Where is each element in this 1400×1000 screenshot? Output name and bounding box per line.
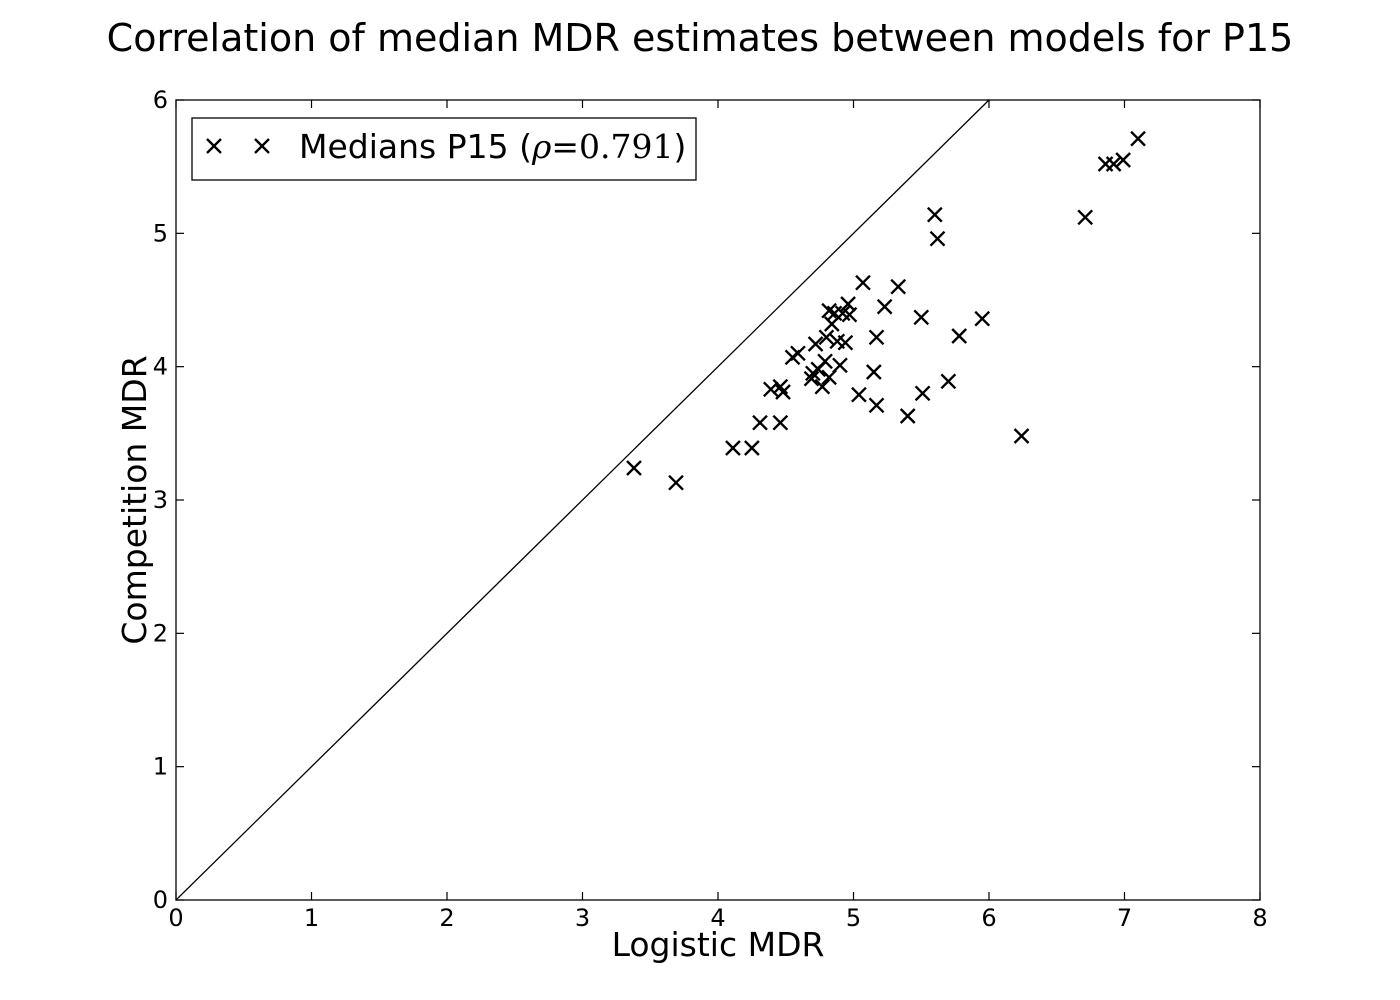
y-tick-label: 5	[153, 219, 168, 247]
data-point	[868, 397, 885, 414]
data-point	[929, 230, 946, 247]
y-tick-label: 3	[153, 486, 168, 514]
data-point	[772, 414, 789, 431]
data-point	[914, 385, 931, 402]
data-point	[1077, 209, 1094, 226]
data-point	[940, 373, 957, 390]
data-point	[951, 328, 968, 344]
data-point	[855, 274, 871, 291]
data-point	[832, 357, 848, 374]
y-tick-label: 1	[153, 753, 168, 781]
x-tick-label: 2	[439, 904, 454, 932]
data-point	[926, 206, 943, 223]
x-tick-label: 8	[1252, 904, 1267, 932]
legend-series-name: Medians P15	[299, 127, 509, 166]
data-point	[841, 306, 858, 323]
x-tick-label: 3	[575, 904, 590, 932]
legend-rho-value: 0.791	[579, 127, 673, 166]
y-tick-label: 2	[153, 619, 168, 647]
data-point	[876, 298, 893, 315]
y-tick-label: 6	[153, 86, 168, 114]
data-point	[807, 336, 824, 352]
data-point	[744, 440, 760, 456]
data-point	[851, 386, 867, 403]
y-axis-label: Competition MDR	[115, 355, 154, 644]
data-points	[626, 130, 1146, 491]
data-point	[913, 309, 930, 326]
data-point	[1105, 156, 1122, 172]
identity-line	[175, 99, 990, 901]
data-point	[817, 353, 833, 370]
data-point	[668, 474, 684, 491]
legend-marker-icon	[206, 138, 270, 154]
x-tick-label: 0	[168, 904, 183, 932]
data-point	[899, 408, 916, 424]
x-tick-label: 6	[981, 904, 996, 932]
data-point	[974, 310, 991, 327]
data-point	[725, 440, 741, 456]
plot-frame	[175, 99, 1261, 901]
chart-title: Correlation of median MDR estimates betw…	[107, 16, 1294, 60]
data-point	[752, 414, 768, 431]
data-point	[1013, 428, 1030, 444]
legend: Medians P15 (ρ=0.791)	[191, 117, 697, 181]
legend-rho-symbol: ρ	[531, 127, 552, 166]
x-tick-label: 4	[710, 904, 725, 932]
data-point	[821, 302, 837, 319]
x-tick-label: 7	[1117, 904, 1132, 932]
data-point	[868, 329, 885, 346]
legend-marker	[206, 138, 222, 154]
x-axis-label: Logistic MDR	[612, 925, 825, 964]
data-point	[762, 381, 779, 398]
data-point	[837, 334, 854, 351]
y-tick-label: 0	[153, 886, 168, 914]
legend-rho-operator: =	[551, 127, 579, 166]
data-point	[790, 345, 806, 362]
axis-ticks: 0 1 2 3 4 5 6 7 8 0 1 2 3 4 5 6	[153, 86, 1268, 932]
data-point	[814, 378, 831, 395]
data-point	[818, 329, 835, 346]
legend-entry: Medians P15 (ρ=0.791)	[299, 127, 686, 166]
x-tick-label: 5	[846, 904, 861, 932]
data-point	[775, 384, 791, 400]
y-tick-label: 4	[153, 353, 168, 381]
legend-marker	[254, 138, 270, 154]
x-tick-label: 1	[304, 904, 319, 932]
data-point	[1115, 152, 1131, 168]
data-point	[890, 278, 907, 295]
data-point	[865, 364, 882, 380]
data-point	[626, 460, 642, 476]
data-point	[803, 370, 820, 387]
legend-box	[191, 117, 697, 181]
data-point	[1130, 130, 1146, 147]
data-point	[772, 378, 789, 395]
